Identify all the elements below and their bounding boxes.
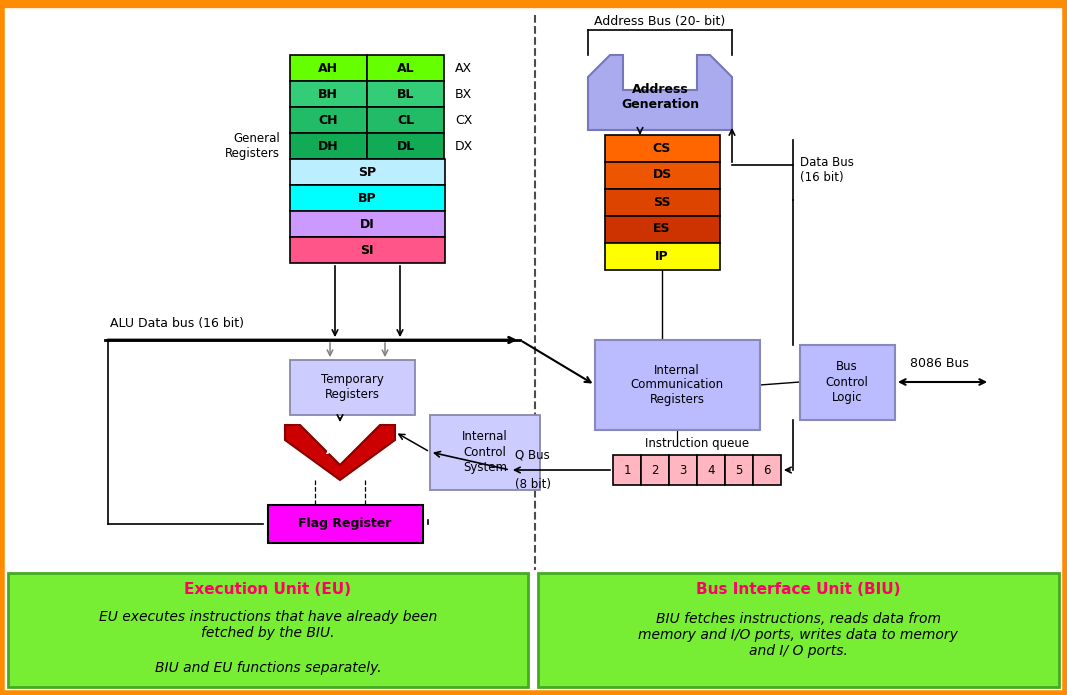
Text: BIU and EU functions separately.: BIU and EU functions separately. xyxy=(155,661,381,675)
Text: CS: CS xyxy=(653,142,671,154)
Bar xyxy=(614,455,641,485)
Bar xyxy=(753,455,781,485)
Text: BL: BL xyxy=(397,88,415,101)
Text: AL: AL xyxy=(397,61,415,74)
Text: Temporary
Registers: Temporary Registers xyxy=(320,373,383,401)
Text: SP: SP xyxy=(357,165,376,179)
Text: CL: CL xyxy=(397,113,415,126)
Text: BH: BH xyxy=(318,88,338,101)
Text: ALU Data bus (16 bit): ALU Data bus (16 bit) xyxy=(110,317,244,330)
Bar xyxy=(595,340,760,430)
Bar xyxy=(268,505,423,543)
Bar xyxy=(290,81,367,107)
Text: Execution Unit (EU): Execution Unit (EU) xyxy=(185,582,351,596)
Bar xyxy=(605,243,720,270)
Bar xyxy=(290,185,445,211)
Bar xyxy=(290,237,445,263)
Text: Instruction queue: Instruction queue xyxy=(644,436,749,450)
Text: EU executes instructions that have already been
fetched by the BIU.: EU executes instructions that have alrea… xyxy=(99,610,437,640)
Text: Internal
Control
System: Internal Control System xyxy=(462,430,508,473)
Text: 8086 Bus: 8086 Bus xyxy=(910,357,969,370)
FancyBboxPatch shape xyxy=(7,573,528,687)
Bar xyxy=(290,211,445,237)
Bar xyxy=(605,216,720,243)
Text: 4: 4 xyxy=(707,464,715,477)
Bar xyxy=(290,159,445,185)
Text: DH: DH xyxy=(318,140,338,152)
Bar xyxy=(290,107,367,133)
Text: SS: SS xyxy=(653,195,671,208)
Text: Bus
Control
Logic: Bus Control Logic xyxy=(826,361,869,404)
Text: IP: IP xyxy=(655,250,669,263)
Text: DS: DS xyxy=(652,168,671,181)
Bar xyxy=(641,455,669,485)
Polygon shape xyxy=(285,425,395,480)
Text: Address Bus (20- bit): Address Bus (20- bit) xyxy=(594,15,726,28)
Text: Address
Generation: Address Generation xyxy=(621,83,699,111)
Text: AX: AX xyxy=(455,61,472,74)
Text: 2: 2 xyxy=(651,464,658,477)
Text: 1: 1 xyxy=(623,464,631,477)
Text: Q Bus: Q Bus xyxy=(515,449,550,462)
Text: (8 bit): (8 bit) xyxy=(515,478,551,491)
Text: BP: BP xyxy=(357,192,377,204)
Text: SI: SI xyxy=(361,243,373,256)
Text: ES: ES xyxy=(653,222,671,236)
Bar xyxy=(669,455,697,485)
Text: DI: DI xyxy=(360,218,375,231)
Text: Data Bus
(16 bit): Data Bus (16 bit) xyxy=(800,156,854,184)
Text: General
Registers: General Registers xyxy=(225,132,280,160)
Bar xyxy=(290,360,415,415)
Text: DL: DL xyxy=(397,140,415,152)
Bar xyxy=(367,133,444,159)
Text: AH: AH xyxy=(318,61,338,74)
Bar xyxy=(290,55,367,81)
Bar xyxy=(697,455,724,485)
Text: DX: DX xyxy=(455,140,474,152)
Polygon shape xyxy=(588,55,732,130)
Bar xyxy=(290,133,367,159)
Text: Internal
Communication
Registers: Internal Communication Registers xyxy=(631,363,723,407)
Bar xyxy=(430,415,540,490)
Bar xyxy=(367,55,444,81)
Text: BX: BX xyxy=(455,88,473,101)
Text: Bus Interface Unit (BIU): Bus Interface Unit (BIU) xyxy=(696,582,901,596)
Text: 6: 6 xyxy=(763,464,770,477)
Bar xyxy=(605,135,720,162)
Text: CH: CH xyxy=(318,113,338,126)
Text: 5: 5 xyxy=(735,464,743,477)
Text: BIU fetches instructions, reads data from
memory and I/O ports, writes data to m: BIU fetches instructions, reads data fro… xyxy=(638,612,958,658)
Text: 3: 3 xyxy=(680,464,687,477)
Bar xyxy=(605,162,720,189)
Bar xyxy=(367,81,444,107)
Bar xyxy=(724,455,753,485)
Bar xyxy=(800,345,895,420)
FancyBboxPatch shape xyxy=(538,573,1060,687)
Text: CX: CX xyxy=(455,113,473,126)
Text: Flag Register: Flag Register xyxy=(299,518,392,530)
Bar xyxy=(605,189,720,216)
Bar xyxy=(367,107,444,133)
Text: ALU: ALU xyxy=(327,443,353,457)
